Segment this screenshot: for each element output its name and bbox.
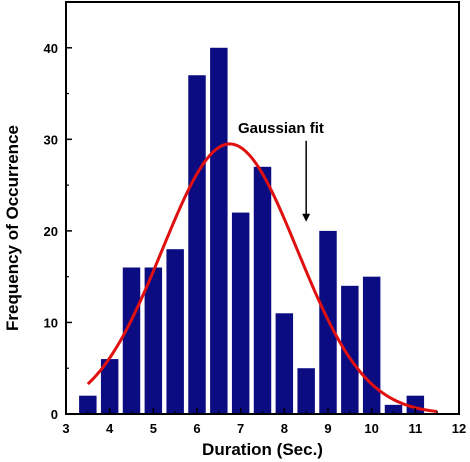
- x-tick-label-6: 6: [193, 421, 200, 436]
- x-tick-label-8: 8: [281, 421, 288, 436]
- x-tick-label-5: 5: [150, 421, 157, 436]
- bar-10: [362, 276, 381, 414]
- y-tick-label-10: 10: [44, 315, 58, 330]
- annotation-arrow-head: [302, 213, 311, 222]
- x-axis-title: Duration (Sec.): [202, 440, 323, 459]
- bars-layer: [79, 47, 425, 415]
- x-tick-label-11: 11: [408, 421, 422, 436]
- bar-5: [144, 267, 163, 414]
- gaussian-fit-annotation: Gaussian fit: [238, 120, 324, 137]
- x-tick-label-7: 7: [237, 421, 244, 436]
- y-tick-label-40: 40: [44, 41, 58, 56]
- ticks-layer: [65, 1, 460, 415]
- tick-labels-layer: 3 4 5 6 7 8 9 10 11 12 0 10 20 30 40: [44, 41, 467, 436]
- bar-9.5: [341, 285, 359, 414]
- bar-3.5: [79, 395, 97, 414]
- x-tick-label-4: 4: [106, 421, 114, 436]
- bar-6: [188, 75, 206, 414]
- bar-8.5: [297, 368, 315, 414]
- gaussian-fit-curve: [86, 142, 438, 414]
- x-tick-label-9: 9: [324, 421, 331, 436]
- bar-6.5: [210, 47, 228, 415]
- bar-7.5: [253, 166, 272, 414]
- x-tick-label-10: 10: [364, 421, 378, 436]
- bar-10.5: [384, 404, 403, 414]
- bar-7: [231, 212, 250, 414]
- x-tick-label-12: 12: [452, 421, 466, 436]
- bar-8: [275, 313, 294, 414]
- bar-4: [100, 359, 119, 414]
- bar-4.5: [122, 267, 141, 414]
- y-tick-label-20: 20: [44, 224, 58, 239]
- bar-5.5: [166, 249, 184, 414]
- x-tick-label-3: 3: [62, 421, 69, 436]
- y-tick-label-30: 30: [44, 132, 58, 147]
- y-tick-label-0: 0: [51, 407, 58, 422]
- y-axis-title: Frequency of Occurrence: [3, 125, 22, 331]
